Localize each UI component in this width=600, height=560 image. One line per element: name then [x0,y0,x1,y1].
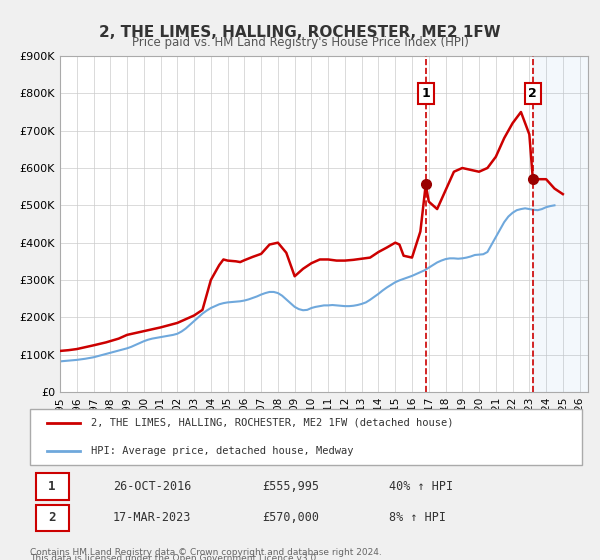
Text: 2, THE LIMES, HALLING, ROCHESTER, ME2 1FW: 2, THE LIMES, HALLING, ROCHESTER, ME2 1F… [99,25,501,40]
Text: 40% ↑ HPI: 40% ↑ HPI [389,480,453,493]
Text: Contains HM Land Registry data © Crown copyright and database right 2024.: Contains HM Land Registry data © Crown c… [30,548,382,557]
FancyBboxPatch shape [30,409,582,465]
Text: 1: 1 [49,480,56,493]
Text: This data is licensed under the Open Government Licence v3.0.: This data is licensed under the Open Gov… [30,554,319,560]
Bar [533,56,588,392]
Text: 2, THE LIMES, HALLING, ROCHESTER, ME2 1FW (detached house): 2, THE LIMES, HALLING, ROCHESTER, ME2 1F… [91,418,453,428]
Text: 26-OCT-2016: 26-OCT-2016 [113,480,191,493]
Text: 2: 2 [49,511,56,524]
Text: HPI: Average price, detached house, Medway: HPI: Average price, detached house, Medw… [91,446,353,456]
Text: 1: 1 [421,87,430,100]
Text: Price paid vs. HM Land Registry's House Price Index (HPI): Price paid vs. HM Land Registry's House … [131,36,469,49]
Text: 2: 2 [529,87,537,100]
Text: £555,995: £555,995 [262,480,319,493]
Text: 17-MAR-2023: 17-MAR-2023 [113,511,191,524]
FancyBboxPatch shape [35,505,68,531]
FancyBboxPatch shape [35,473,68,500]
Text: £570,000: £570,000 [262,511,319,524]
Text: 8% ↑ HPI: 8% ↑ HPI [389,511,446,524]
